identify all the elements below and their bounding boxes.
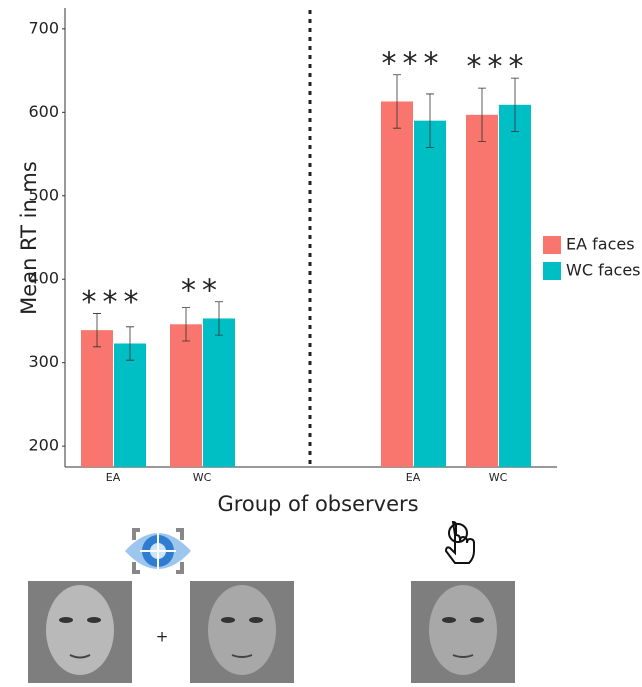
significance-label: ***: [467, 50, 530, 85]
y-tick-label: 300: [28, 352, 59, 371]
y-tick-label: 600: [28, 102, 59, 121]
error-bar: [478, 87, 486, 142]
error-bar: [426, 93, 434, 148]
bar: [381, 101, 413, 468]
illustration: +: [28, 520, 515, 683]
bar: [203, 318, 235, 467]
bar: [170, 324, 202, 467]
error-bar: [126, 326, 134, 361]
error-bar: [182, 307, 190, 342]
face-image: [190, 581, 294, 683]
bar: [466, 114, 498, 468]
y-tick-label: 200: [28, 436, 59, 455]
y-tick-label: 400: [28, 269, 59, 288]
x-tick-label: WC: [489, 471, 508, 484]
bar: [81, 330, 113, 467]
eye-icon: [125, 528, 191, 574]
x-tick-label: EA: [106, 471, 121, 484]
face-image: [28, 581, 132, 683]
legend-swatch: [543, 262, 561, 280]
hand-icon: [444, 520, 475, 564]
legend-label: WC faces: [566, 261, 641, 280]
bar: [114, 343, 146, 467]
significance-label: ***: [82, 285, 145, 320]
legend-swatch: [543, 236, 561, 254]
fixation-cross: +: [156, 628, 169, 646]
y-axis-label: Mean RT in ms: [17, 161, 41, 315]
bar: [414, 120, 446, 467]
significance-label: ***: [382, 46, 445, 81]
error-bar: [393, 74, 401, 129]
face-image: [411, 581, 515, 683]
legend-label: EA faces: [566, 235, 635, 254]
error-bar: [215, 301, 223, 336]
y-tick-label: 700: [28, 18, 59, 37]
x-tick-label: WC: [193, 471, 212, 484]
error-bar: [511, 77, 519, 132]
significance-label: **: [181, 273, 223, 308]
y-tick-label: 500: [28, 185, 59, 204]
bar: [499, 104, 531, 467]
x-axis-label: Group of observers: [217, 492, 418, 516]
x-tick-label: EA: [406, 471, 421, 484]
error-bar: [93, 313, 101, 348]
